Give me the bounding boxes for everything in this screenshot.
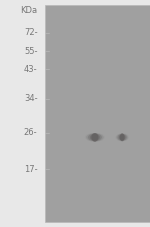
Text: 72-: 72- <box>24 28 38 37</box>
Text: 34-: 34- <box>24 94 38 103</box>
Ellipse shape <box>116 133 129 141</box>
Ellipse shape <box>117 134 127 141</box>
Text: 55-: 55- <box>24 47 38 56</box>
Bar <box>45 5 150 222</box>
Text: 43-: 43- <box>24 65 38 74</box>
Text: 17-: 17- <box>24 165 38 174</box>
Ellipse shape <box>86 133 104 141</box>
Ellipse shape <box>85 133 105 142</box>
Ellipse shape <box>119 134 126 141</box>
Ellipse shape <box>91 133 98 142</box>
Text: 26-: 26- <box>24 128 38 137</box>
Ellipse shape <box>90 134 100 141</box>
Ellipse shape <box>120 133 124 141</box>
Ellipse shape <box>88 133 102 141</box>
Text: KDa: KDa <box>20 6 38 15</box>
Ellipse shape <box>116 133 129 141</box>
Ellipse shape <box>116 134 128 141</box>
Ellipse shape <box>85 133 105 142</box>
